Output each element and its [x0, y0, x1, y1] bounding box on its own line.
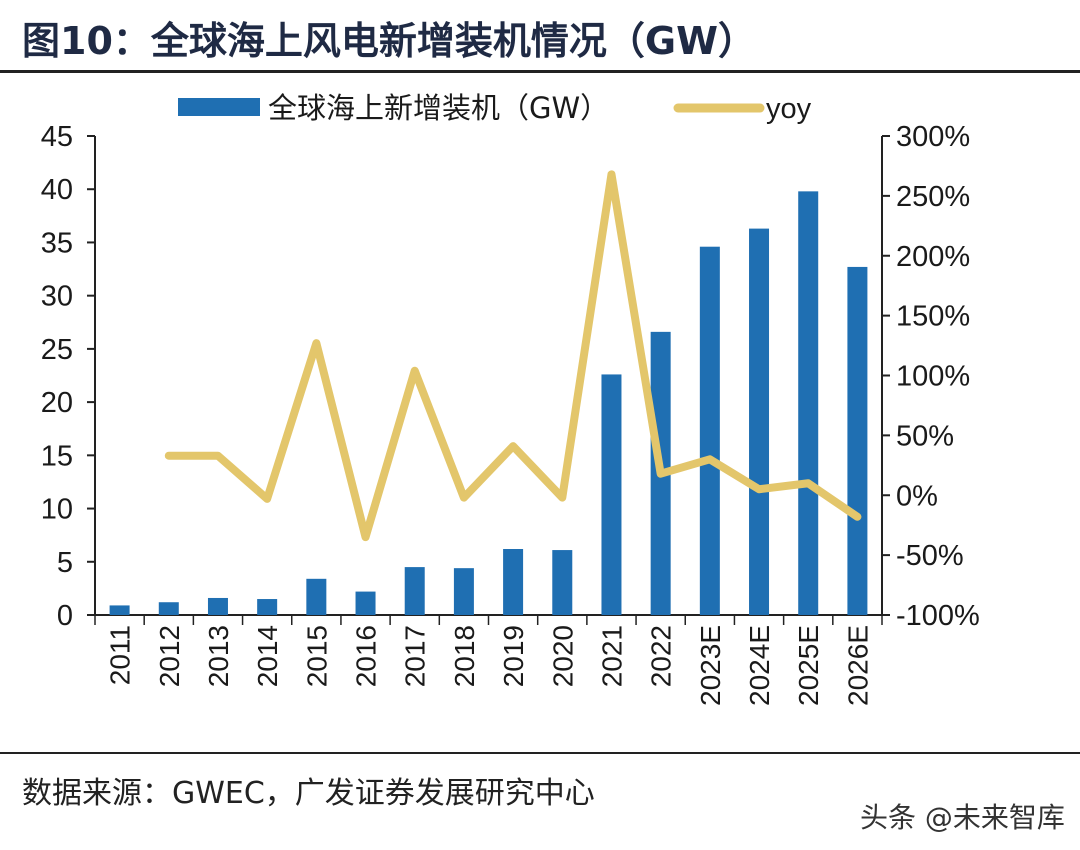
bar [847, 266, 868, 615]
x-tick-label: 2024E [744, 625, 775, 706]
yoy-point [215, 453, 220, 458]
yoy-point [363, 535, 368, 540]
x-tick-label: 2022 [646, 625, 677, 687]
right-tick-label: 0% [896, 480, 938, 512]
yoy-point [560, 495, 565, 500]
left-tick-label: 15 [41, 440, 73, 472]
right-tick-label: 100% [896, 361, 970, 393]
yoy-point [461, 495, 466, 500]
x-tick-label: 2026E [842, 625, 873, 706]
bar [749, 228, 770, 615]
bar [109, 605, 130, 615]
x-tick-label: 2011 [105, 625, 136, 685]
yoy-point [757, 487, 762, 492]
yoy-point [707, 457, 712, 462]
bar [699, 246, 720, 616]
yoy-point [609, 172, 614, 177]
yoy-point [412, 368, 417, 373]
left-tick-label: 25 [41, 334, 73, 366]
left-tick-label: 5 [57, 547, 73, 579]
legend-bar-label: 全球海上新增装机（GW） [268, 91, 609, 125]
legend-line-label: yoy [766, 93, 812, 125]
x-tick-label: 2017 [400, 625, 431, 687]
bar [158, 602, 179, 615]
source-rule [0, 752, 1080, 754]
chart-title: 图10：全球海上风电新增装机情况（GW） [22, 19, 756, 63]
right-tick-label: -100% [896, 600, 980, 632]
title-rule [0, 70, 1080, 73]
bar [257, 599, 278, 615]
x-tick-label: 2019 [498, 625, 529, 687]
yoy-point [166, 453, 171, 458]
bar [306, 578, 327, 615]
right-tick-label: 300% [896, 121, 970, 153]
right-tick-label: -50% [896, 540, 964, 572]
legend-bar-swatch [178, 98, 260, 116]
yoy-point [265, 496, 270, 501]
x-tick-label: 2015 [301, 625, 332, 687]
left-tick-label: 40 [41, 174, 73, 206]
yoy-point [855, 514, 860, 519]
watermark: 头条 @未来智库 [860, 801, 1065, 834]
bar [798, 191, 819, 615]
right-tick-label: 200% [896, 241, 970, 273]
left-tick-label: 20 [41, 387, 73, 419]
right-tick-label: 50% [896, 420, 954, 452]
x-tick-label: 2016 [351, 625, 382, 687]
yoy-point [658, 471, 663, 476]
right-tick-label: 150% [896, 301, 970, 333]
yoy-point [314, 341, 319, 346]
bar [207, 597, 228, 615]
x-tick-label: 2013 [203, 625, 234, 687]
x-tick-label: 2021 [596, 625, 627, 687]
x-tick-label: 2018 [449, 625, 480, 687]
right-tick-label: 250% [896, 181, 970, 213]
yoy-point [806, 481, 811, 486]
bar [552, 550, 573, 615]
bar [503, 549, 524, 615]
left-tick-label: 35 [41, 227, 73, 259]
yoy-point [511, 444, 516, 449]
x-tick-label: 2025E [793, 625, 824, 706]
bar [404, 567, 425, 615]
x-tick-label: 2020 [547, 625, 578, 687]
x-tick-label: 2014 [252, 625, 283, 687]
bar [453, 568, 474, 615]
bar [355, 591, 376, 615]
left-tick-label: 30 [41, 281, 73, 313]
x-tick-label: 2012 [154, 625, 185, 687]
chart-area: 0 5 10 15 20 25 30 35 40 45 -100% -50% 0% 50% 100% 150%… [41, 91, 980, 706]
left-tick-label: 45 [41, 121, 73, 153]
bar [601, 374, 622, 615]
source-note: 数据来源：GWEC，广发证券发展研究中心 [22, 776, 595, 811]
left-tick-label: 0 [57, 600, 73, 632]
x-tick-label: 2023E [695, 625, 726, 706]
left-tick-label: 10 [41, 494, 73, 526]
